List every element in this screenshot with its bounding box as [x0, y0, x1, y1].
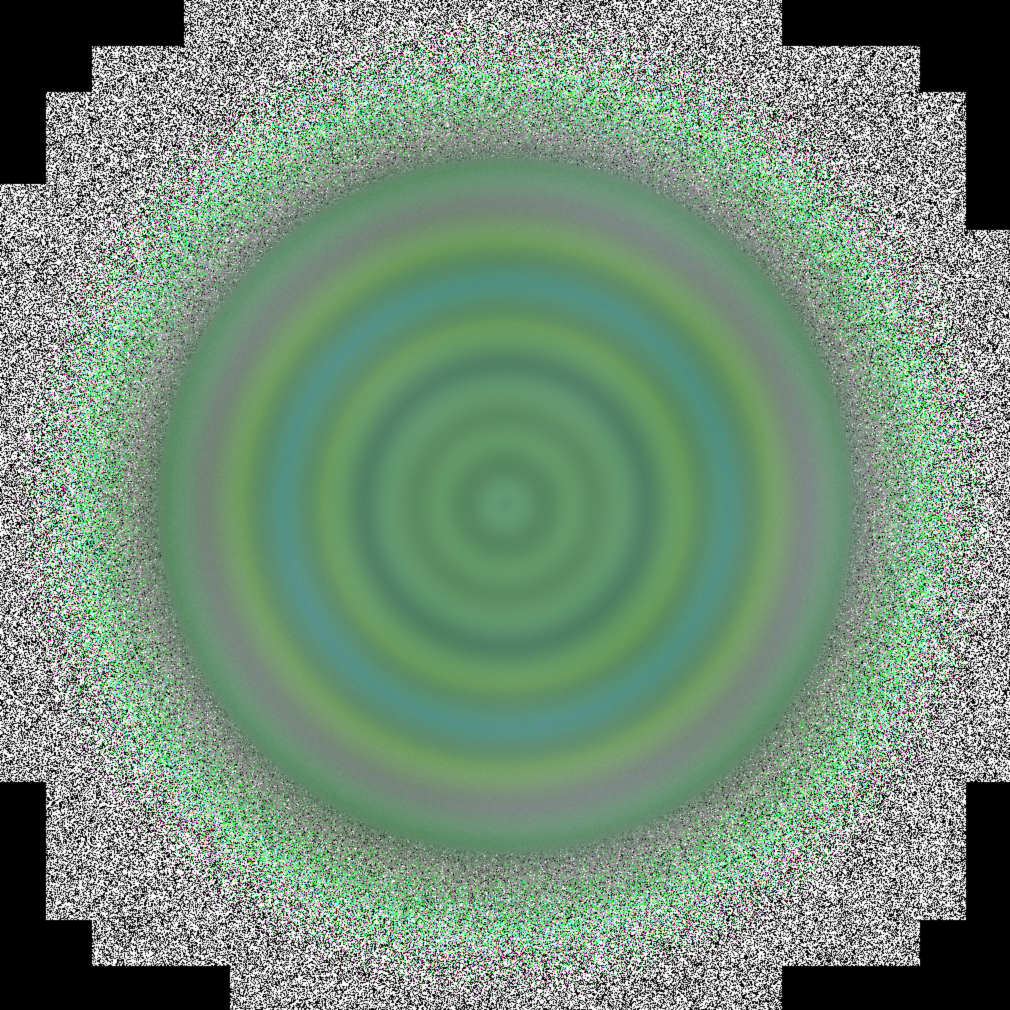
noise-field-canvas — [0, 0, 1010, 1010]
image-stage: Radial Noise Field Radial Noise Field — [0, 0, 1010, 1010]
